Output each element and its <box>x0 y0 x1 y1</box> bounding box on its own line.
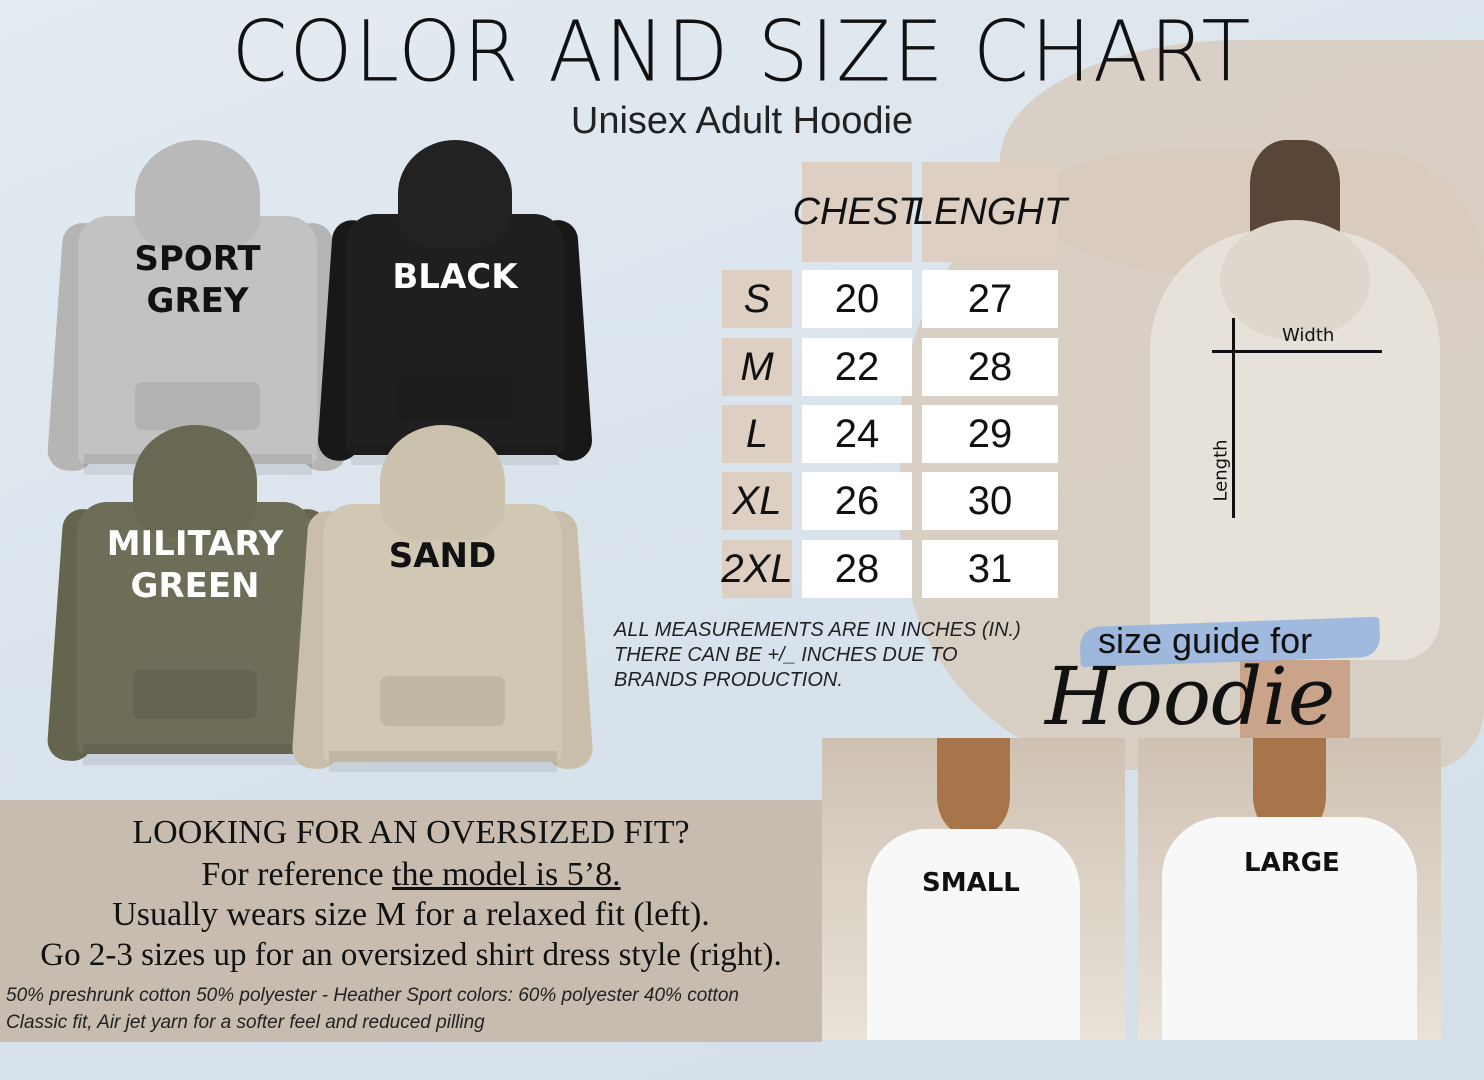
chest-value: 28 <box>802 540 912 598</box>
size-label: S <box>722 270 792 328</box>
fit-reference: For reference the model is 5’8. <box>0 856 822 894</box>
reference-prefix: For reference <box>201 856 393 893</box>
fit-oversized: Go 2-3 sizes up for an oversized shirt d… <box>40 937 782 973</box>
page-subtitle: Unisex Adult Hoodie <box>570 100 914 142</box>
color-label: GREEN <box>130 566 260 606</box>
model-height: the model is 5’8. <box>392 856 621 893</box>
width-line <box>1212 350 1382 353</box>
length-value: 30 <box>922 472 1058 530</box>
photo-large-fit: LARGE <box>1138 738 1441 1040</box>
size-guide-text: size guide for <box>1098 620 1313 661</box>
large-label: LARGE <box>1244 848 1340 878</box>
hoodie-script-text: Hoodie <box>1045 650 1336 743</box>
color-label: GREY <box>146 281 249 321</box>
note-line: BRANDS PRODUCTION. <box>614 669 843 691</box>
fit-heading: LOOKING FOR AN OVERSIZED FIT? <box>132 814 690 851</box>
measurement-note: ALL MEASUREMENTS ARE IN INCHES (IN.) THE… <box>614 618 1021 693</box>
color-label: BLACK <box>392 257 518 297</box>
length-value: 28 <box>922 338 1058 396</box>
size-label: XL <box>722 472 792 530</box>
hoodie-military-green: MILITARY GREEN <box>46 425 344 775</box>
length-value: 29 <box>922 405 1058 463</box>
color-label: SAND <box>388 536 497 576</box>
width-label: Width <box>1282 325 1335 346</box>
small-label: SMALL <box>922 868 1020 898</box>
chest-value: 20 <box>802 270 912 328</box>
note-line: ALL MEASUREMENTS ARE IN INCHES (IN.) <box>614 619 1021 641</box>
length-value: 31 <box>922 540 1058 598</box>
fit-info-panel: LOOKING FOR AN OVERSIZED FIT? For refere… <box>0 800 822 1042</box>
chest-value: 26 <box>802 472 912 530</box>
hoodie-black: BLACK <box>316 140 594 475</box>
color-label: SPORT <box>134 239 261 279</box>
size-label: M <box>722 338 792 396</box>
size-label: 2XL <box>721 540 793 598</box>
page-title: COLOR AND SIZE CHART <box>231 2 1253 101</box>
chest-value: 22 <box>802 338 912 396</box>
photo-small-fit: SMALL <box>822 738 1125 1040</box>
hoodie-sand: SAND <box>291 425 594 783</box>
length-value: 27 <box>922 270 1058 328</box>
fit-relaxed: Usually wears size M for a relaxed fit (… <box>112 896 710 933</box>
header-chest: CHEST <box>793 162 921 262</box>
length-label: Length <box>1210 439 1232 502</box>
note-line: THERE CAN BE +/_ INCHES DUE TO <box>614 644 958 666</box>
chest-value: 24 <box>802 405 912 463</box>
hoodie-sport-grey: SPORT GREY <box>46 140 349 485</box>
model-photo: Width Length <box>1130 140 1460 740</box>
color-label: MILITARY <box>106 524 284 564</box>
fit-details: Classic fit, Air jet yarn for a softer f… <box>6 1012 485 1033</box>
fabric-info: 50% preshrunk cotton 50% polyester - Hea… <box>6 985 739 1006</box>
size-label: L <box>722 405 792 463</box>
header-length: LENGHT <box>913 162 1067 262</box>
length-line <box>1232 318 1235 518</box>
